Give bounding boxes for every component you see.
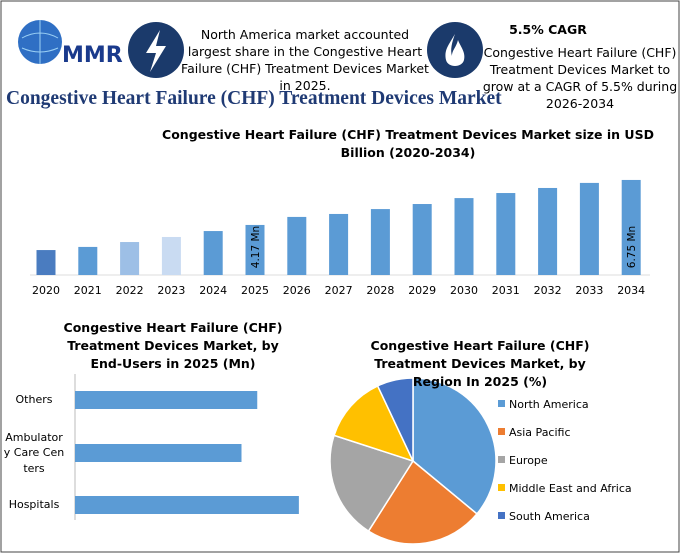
fact-text: North America market accounted largest s…: [181, 27, 429, 93]
bar: [78, 246, 98, 275]
pie-slice: [376, 377, 414, 462]
bar: [120, 242, 140, 275]
legend-label: South America: [509, 510, 590, 523]
data-label: 4.17 Mn: [250, 226, 262, 268]
x-tick-label: 2023: [157, 284, 185, 297]
bar: [36, 250, 56, 275]
y-tick-label: Hospitals: [8, 498, 60, 511]
pie-slice: [329, 434, 415, 533]
chart-title: Congestive Heart Failure (CHF) Treatment…: [162, 127, 654, 160]
bar: [75, 496, 299, 514]
chart-title: Congestive Heart Failure (CHF) Treatment…: [63, 320, 283, 371]
page-title: Congestive Heart Failure (CHF) Treatment…: [6, 88, 502, 109]
y-tick-label: Ambulatory Care Centers: [3, 430, 65, 475]
legend-label: Asia Pacific: [509, 426, 571, 439]
x-tick-label: 2031: [492, 284, 520, 297]
bar: [538, 187, 558, 275]
bar: [203, 231, 223, 275]
bar: [245, 224, 265, 275]
legend-label: Middle East and Africa: [509, 482, 632, 495]
pie-slice: [367, 459, 479, 545]
x-tick-label: 2029: [408, 284, 436, 297]
legend-swatch: [498, 428, 505, 435]
bar: [329, 213, 349, 275]
legend-swatch: [498, 512, 505, 519]
y-tick-label: Others: [15, 393, 53, 406]
fact-text: Congestive Heart Failure (CHF) Treatment…: [482, 45, 678, 111]
legend-swatch: [498, 484, 505, 491]
bar: [370, 209, 390, 275]
legend-swatch: [498, 400, 505, 407]
x-tick-label: 2030: [450, 284, 478, 297]
fact-title: 5.5% CAGR: [509, 22, 587, 37]
logo-text: MMR: [62, 43, 123, 68]
x-tick-label: 2021: [74, 284, 102, 297]
x-tick-label: 2022: [116, 284, 144, 297]
x-tick-label: 2034: [617, 284, 645, 297]
bar: [75, 444, 242, 462]
bar: [412, 204, 432, 275]
bar: [161, 236, 181, 275]
x-tick-label: 2026: [283, 284, 311, 297]
pie-slice: [412, 377, 497, 515]
pie-slice: [333, 384, 415, 463]
x-tick-label: 2033: [575, 284, 603, 297]
icon-flame: [445, 34, 465, 66]
bar: [454, 198, 474, 275]
x-tick-label: 2024: [199, 284, 227, 297]
x-tick-label: 2025: [241, 284, 269, 297]
bar: [621, 179, 641, 275]
bar: [75, 391, 258, 409]
x-tick-label: 2027: [325, 284, 353, 297]
bar: [579, 182, 599, 275]
chart-title: Congestive Heart Failure (CHF) Treatment…: [370, 338, 590, 389]
legend-label: Europe: [509, 454, 548, 467]
logo-lines: [21, 20, 59, 64]
legend-label: North America: [509, 398, 589, 411]
data-label: 6.75 Mn: [626, 226, 638, 268]
legend-swatch: [498, 456, 505, 463]
bar: [496, 193, 516, 275]
x-tick-label: 2020: [32, 284, 60, 297]
x-tick-label: 2032: [534, 284, 562, 297]
x-tick-label: 2028: [366, 284, 394, 297]
bar: [287, 216, 307, 275]
icon-bolt: [146, 30, 166, 72]
